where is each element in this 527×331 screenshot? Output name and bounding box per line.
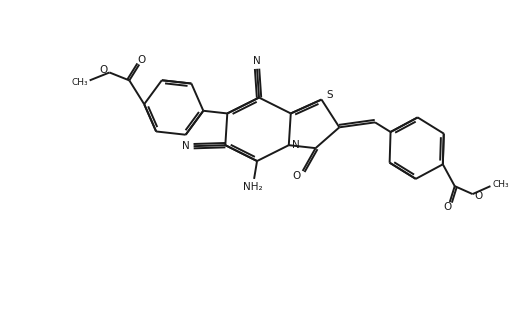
Text: N: N	[182, 141, 190, 151]
Text: O: O	[474, 191, 483, 201]
Text: CH₃: CH₃	[492, 180, 509, 189]
Text: N: N	[292, 140, 300, 150]
Text: N: N	[253, 56, 261, 66]
Text: O: O	[137, 55, 145, 65]
Text: S: S	[326, 90, 333, 100]
Text: NH₂: NH₂	[243, 182, 263, 192]
Text: O: O	[292, 171, 301, 181]
Text: CH₃: CH₃	[72, 78, 88, 87]
Text: O: O	[100, 66, 108, 75]
Text: O: O	[444, 202, 452, 212]
